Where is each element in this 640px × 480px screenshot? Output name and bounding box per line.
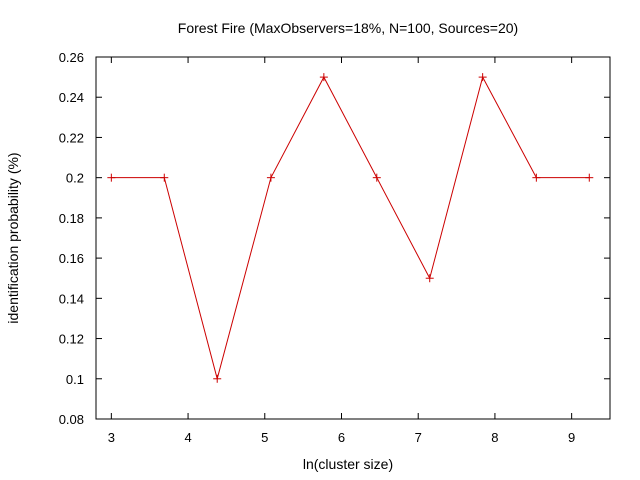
x-tick-label: 3 [108,430,115,445]
series-line-0 [111,75,590,381]
y-tick-label: 0.22 [59,130,84,145]
x-tick-label: 9 [568,430,575,445]
data-point [160,173,169,182]
data-point [372,173,381,182]
chart-title: Forest Fire (MaxObservers=18%, N=100, So… [178,20,518,36]
x-tick-label: 8 [491,430,498,445]
y-tick-label: 0.18 [59,211,84,226]
y-tick-label: 0.26 [59,50,84,65]
x-axis: 3 4 5 6 7 8 9 [108,57,575,445]
data-point [213,374,222,383]
data-point [532,173,541,182]
x-axis-label: ln(cluster size) [303,456,393,472]
data-point [478,73,487,82]
x-tick-label: 7 [415,430,422,445]
x-tick-label: 4 [184,430,191,445]
y-tick-label: 0.2 [66,171,84,186]
data-point [319,73,328,82]
y-tick-label: 0.24 [59,90,84,105]
data-point [266,173,275,182]
plot-frame [95,56,611,420]
data-point [107,173,116,182]
y-axis: 0.08 0.1 0.12 0.14 0.16 0.18 0.2 0.22 0.24 0.26 [59,50,610,427]
y-tick-label: 0.12 [59,332,84,347]
data-point [425,274,434,283]
data-point [585,173,594,182]
x-tick-label: 5 [261,430,268,445]
x-tick-label: 6 [338,430,345,445]
y-tick-label: 0.08 [59,412,84,427]
y-tick-label: 0.1 [66,372,84,387]
y-tick-label: 0.16 [59,251,84,266]
y-tick-label: 0.14 [59,291,84,306]
series-layer [107,73,594,383]
y-axis-label: identification probability (%) [5,152,21,323]
